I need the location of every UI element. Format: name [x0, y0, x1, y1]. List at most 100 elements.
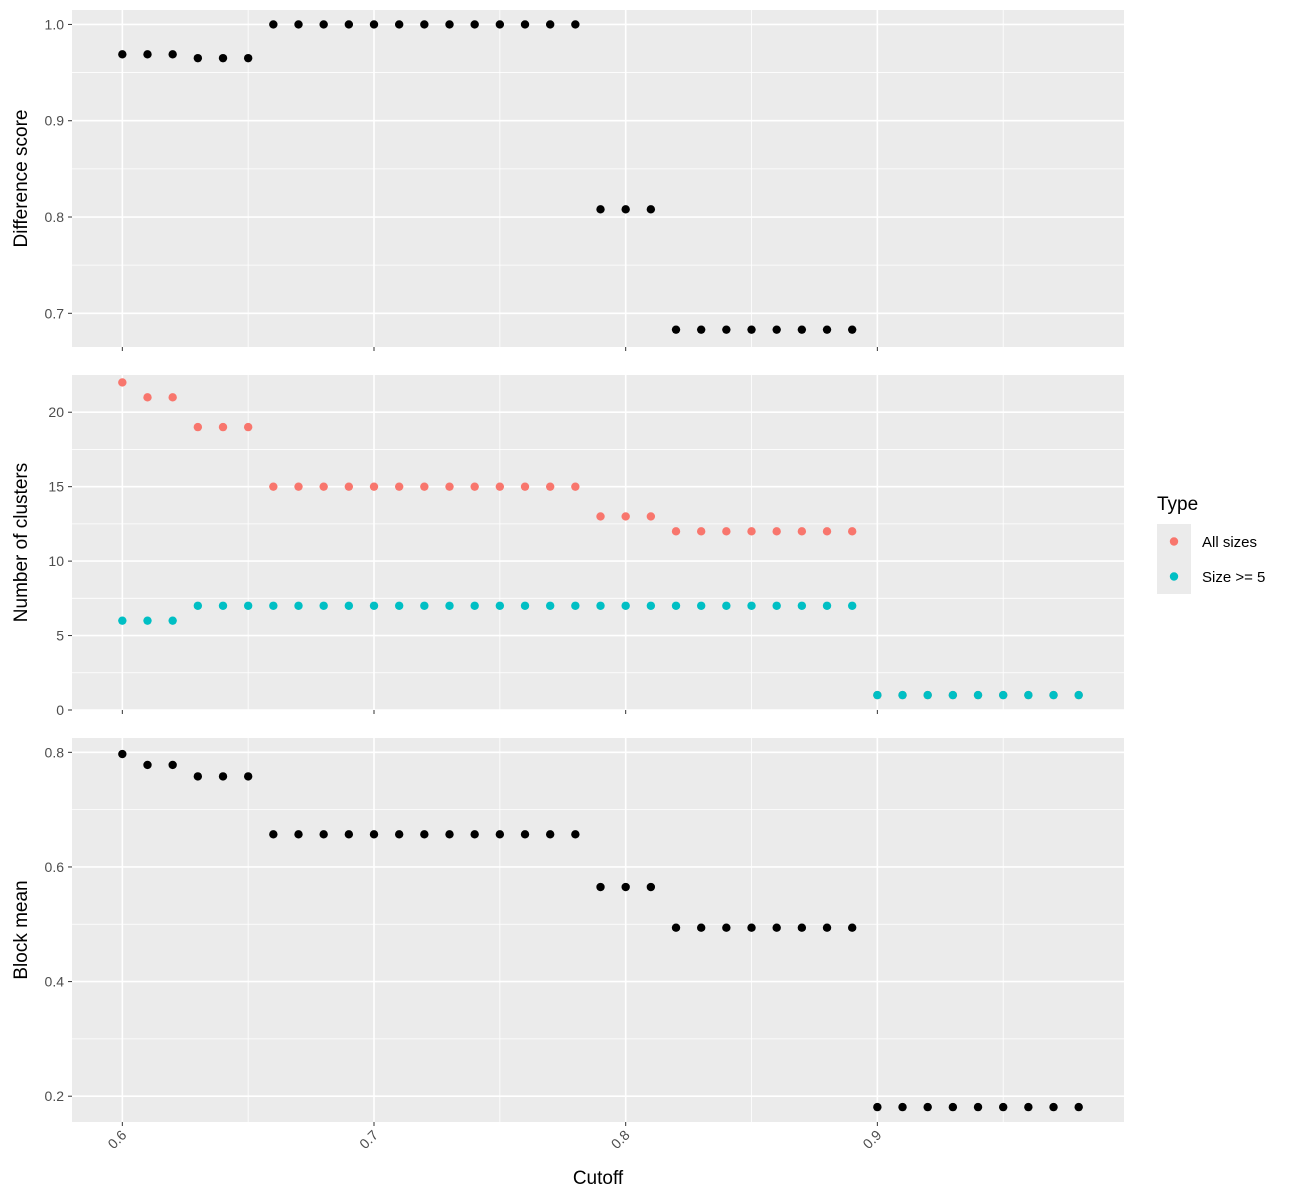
data-point: [294, 830, 303, 839]
legend-marker: [1169, 572, 1179, 581]
y-axis-title: Block mean: [11, 880, 32, 979]
data-point: [671, 601, 681, 610]
panel-blockmean: 0.2 0.4 0.6 0.8 Block mean: [11, 738, 1124, 1126]
y-tick-label: 10: [48, 553, 64, 569]
data-point: [394, 830, 404, 839]
x-tick-label: 0.8: [608, 1127, 633, 1152]
data-point: [772, 601, 781, 610]
data-point: [596, 601, 605, 610]
data-point: [470, 20, 479, 29]
legend-title: Type: [1157, 494, 1198, 515]
data-point: [269, 20, 278, 29]
data-point: [143, 393, 152, 402]
data-point: [394, 601, 404, 610]
data-point: [822, 325, 832, 334]
data-point: [772, 923, 781, 932]
series-blockmean: [118, 749, 1083, 1112]
data-point: [923, 1102, 932, 1112]
data-point: [369, 20, 379, 29]
data-point: [545, 601, 555, 610]
data-point: [470, 482, 479, 491]
data-point: [369, 601, 379, 610]
legend-entry: All sizes: [1157, 524, 1257, 559]
y-tick-label: 0.4: [45, 974, 65, 990]
data-point: [420, 482, 429, 491]
legend-entry: Size >= 5: [1157, 559, 1265, 594]
data-point: [1074, 690, 1083, 700]
panel-background: [72, 375, 1124, 710]
data-point: [797, 601, 807, 610]
data-point: [696, 325, 706, 334]
data-point: [646, 205, 656, 214]
x-tick-label: 0.7: [356, 1127, 381, 1152]
data-point: [520, 830, 530, 839]
data-point: [495, 601, 505, 610]
panel-clusters: 0 5 10 15 20 Number of clusters: [11, 375, 1124, 718]
panel-background: [72, 738, 1124, 1122]
data-point: [722, 601, 731, 610]
data-point: [344, 601, 354, 610]
data-point: [621, 205, 630, 214]
data-point: [243, 601, 253, 610]
data-point: [420, 601, 429, 610]
data-point: [847, 923, 857, 932]
data-point: [168, 393, 177, 402]
data-point: [973, 1102, 983, 1112]
data-point: [344, 830, 354, 839]
data-point: [218, 601, 228, 610]
data-point: [948, 1102, 958, 1112]
data-point: [847, 325, 857, 334]
data-point: [998, 1102, 1008, 1112]
data-point: [948, 690, 958, 700]
data-point: [520, 601, 530, 610]
data-point: [143, 760, 152, 770]
data-point: [747, 527, 756, 536]
data-point: [193, 53, 203, 63]
data-point: [923, 690, 932, 700]
y-tick-label: 0.9: [45, 113, 65, 129]
x-axis-title: Cutoff: [573, 1168, 624, 1189]
panel-background: [72, 10, 1124, 347]
data-point: [898, 690, 907, 700]
data-point: [847, 601, 857, 610]
data-point: [747, 923, 756, 932]
data-point: [243, 53, 253, 63]
data-point: [193, 601, 203, 610]
y-tick-label: 20: [48, 404, 64, 420]
data-point: [243, 772, 253, 781]
data-point: [873, 690, 882, 700]
data-point: [294, 601, 303, 610]
data-point: [747, 601, 756, 610]
data-point: [520, 20, 530, 29]
data-point: [495, 830, 505, 839]
data-point: [1024, 690, 1033, 700]
y-axis-title: Difference score: [11, 110, 32, 248]
data-point: [168, 50, 177, 59]
data-point: [495, 482, 505, 491]
data-point: [898, 1102, 907, 1112]
data-point: [193, 422, 203, 432]
y-tick-label: 0: [56, 702, 64, 718]
data-point: [394, 482, 404, 491]
data-point: [118, 378, 127, 387]
data-point: [193, 772, 203, 781]
data-point: [571, 482, 580, 491]
data-point: [722, 923, 731, 932]
x-tick-label: 0.6: [104, 1127, 129, 1152]
data-point: [545, 830, 555, 839]
data-point: [520, 482, 530, 491]
y-tick-label: 0.7: [45, 305, 65, 321]
data-point: [696, 601, 706, 610]
panel-difference: 0.7 0.8 0.9 1.0 Difference score: [11, 10, 1124, 351]
data-point: [621, 512, 630, 521]
chart-panels: 0.7 0.8 0.9 1.0 Difference score 0 5 10 15 20 Numb…: [11, 10, 1124, 1126]
data-point: [696, 923, 706, 932]
data-point: [420, 830, 429, 839]
data-point: [294, 482, 303, 491]
x-tick-label: 0.9: [859, 1127, 884, 1152]
data-point: [319, 601, 328, 610]
data-point: [369, 830, 379, 839]
y-tick-label: 0.2: [45, 1088, 65, 1104]
data-point: [495, 20, 505, 29]
